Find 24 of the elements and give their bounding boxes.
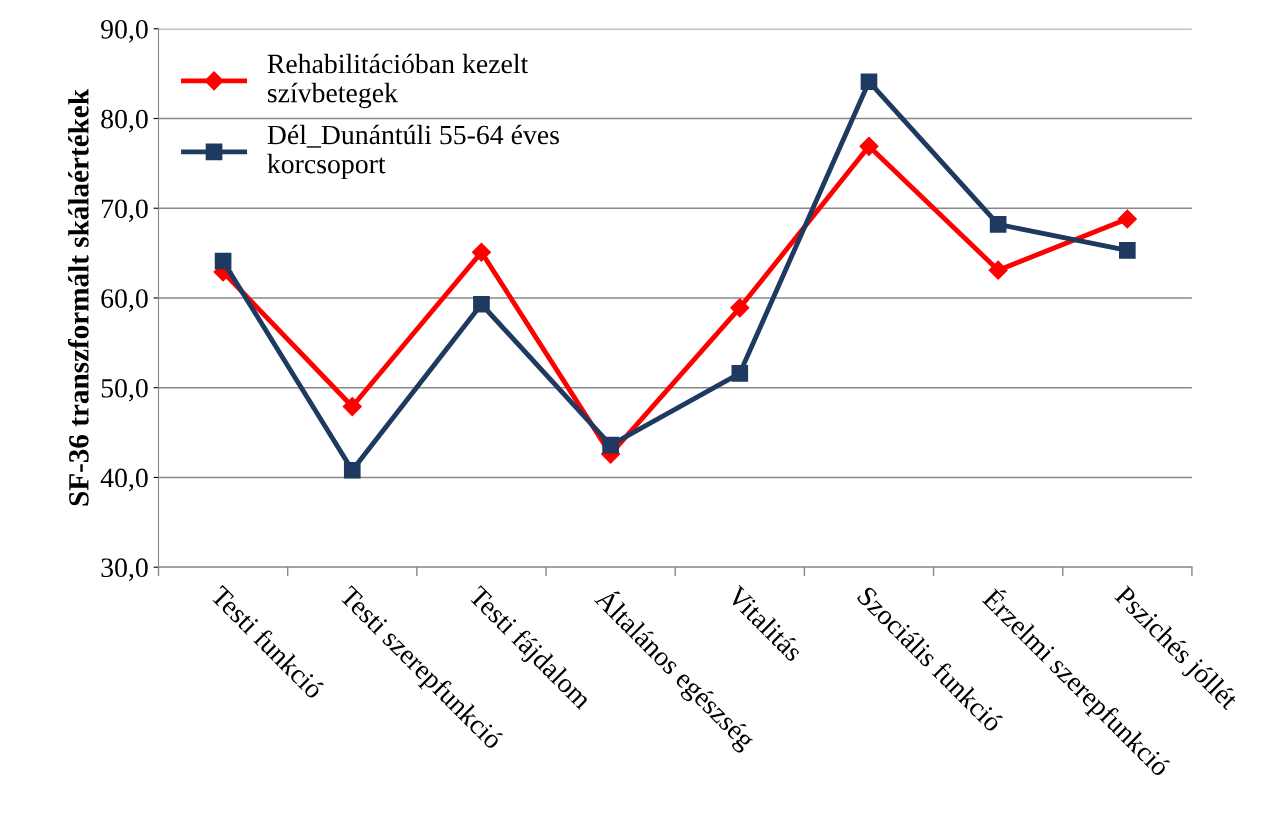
legend-label: Rehabilitációban kezelt szívbetegek: [267, 53, 529, 109]
y-tick-label: 90,0: [101, 19, 148, 43]
y-tick-label: 40,0: [100, 468, 148, 492]
y-tick-label: 30,0: [101, 558, 148, 582]
point: [473, 295, 490, 313]
point: [731, 365, 749, 382]
point: [602, 436, 619, 454]
point: [1118, 242, 1136, 259]
point: [730, 298, 750, 318]
point: [989, 216, 1007, 233]
point: [342, 397, 362, 417]
y-tick-label: 50,0: [101, 378, 148, 402]
point: [988, 260, 1008, 280]
y-tick-label: 60,0: [101, 289, 148, 312]
point: [343, 461, 361, 479]
legend-label: Dél_Dunántúli 55-64 éves korcsoport: [267, 124, 559, 180]
y-tick-label: 70,0: [102, 199, 148, 223]
point: [1117, 209, 1137, 229]
point: [859, 136, 879, 156]
point: [214, 252, 232, 270]
point: [471, 242, 491, 262]
y-tick-label: 80,0: [101, 109, 148, 133]
y-axis-title: SF-36 transzformált skálaértékek: [67, 89, 89, 506]
point: [860, 73, 878, 91]
